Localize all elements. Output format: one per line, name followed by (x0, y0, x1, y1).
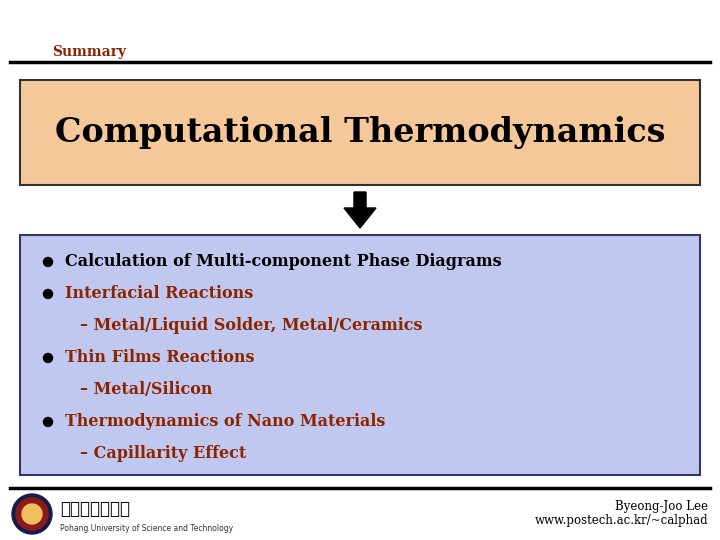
Circle shape (43, 289, 53, 299)
Text: Computational Thermodynamics: Computational Thermodynamics (55, 116, 665, 149)
Text: Thermodynamics of Nano Materials: Thermodynamics of Nano Materials (65, 414, 385, 430)
Text: Summary: Summary (52, 45, 126, 59)
Circle shape (43, 258, 53, 267)
Circle shape (43, 417, 53, 427)
Text: Calculation of Multi-component Phase Diagrams: Calculation of Multi-component Phase Dia… (65, 253, 502, 271)
Polygon shape (344, 192, 376, 228)
Circle shape (16, 498, 48, 530)
Circle shape (43, 354, 53, 362)
FancyBboxPatch shape (20, 80, 700, 185)
FancyBboxPatch shape (20, 235, 700, 475)
Text: Thin Films Reactions: Thin Films Reactions (65, 349, 254, 367)
Text: Byeong-Joo Lee: Byeong-Joo Lee (615, 500, 708, 513)
Circle shape (22, 504, 42, 524)
Text: www.postech.ac.kr/~calphad: www.postech.ac.kr/~calphad (534, 514, 708, 527)
Text: Interfacial Reactions: Interfacial Reactions (65, 286, 253, 302)
Text: – Metal/Silicon: – Metal/Silicon (80, 381, 212, 399)
Text: Pohang University of Science and Technology: Pohang University of Science and Technol… (60, 524, 233, 533)
Text: – Capillarity Effect: – Capillarity Effect (80, 446, 246, 462)
Text: – Metal/Liquid Solder, Metal/Ceramics: – Metal/Liquid Solder, Metal/Ceramics (80, 318, 423, 334)
Text: 포항공과대학교: 포항공과대학교 (60, 500, 130, 518)
Circle shape (12, 494, 52, 534)
